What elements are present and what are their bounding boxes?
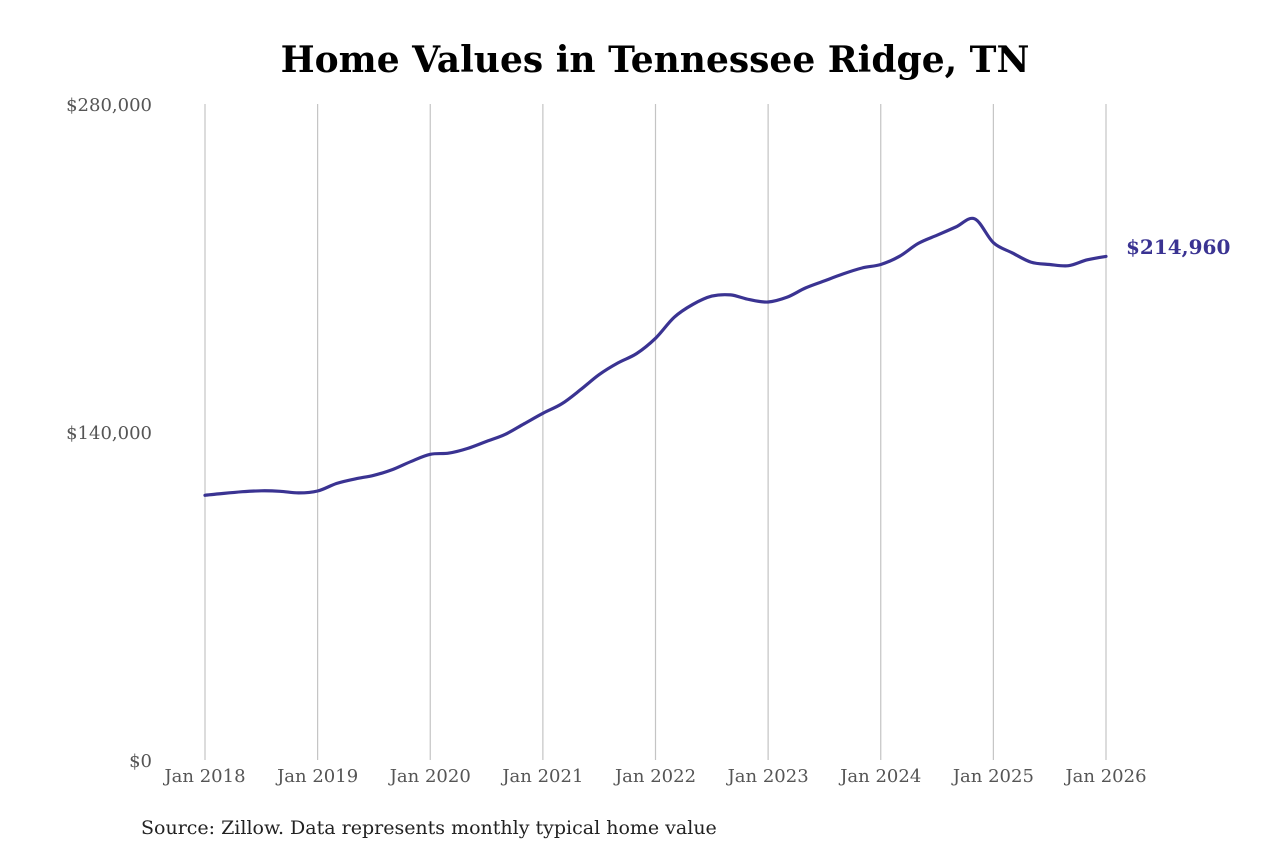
gridlines (204, 104, 1107, 760)
x-tick-label: Jan 2022 (613, 766, 696, 787)
x-tick-label: Jan 2024 (838, 766, 921, 787)
source-note: Source: Zillow. Data represents monthly … (141, 817, 717, 839)
x-tick-label: Jan 2023 (726, 766, 809, 787)
x-tick-label: Jan 2019 (275, 766, 358, 787)
y-tick-label: $140,000 (66, 423, 152, 444)
y-tick-label: $280,000 (66, 95, 152, 116)
x-tick-label: Jan 2018 (162, 766, 245, 787)
x-tick-label: Jan 2021 (500, 766, 583, 787)
x-axis-ticks: Jan 2018 Jan 2019 Jan 2020 Jan 2021 Jan 2022… (162, 766, 1146, 787)
y-axis-ticks: $0 $140,000 $280,000 (66, 95, 152, 772)
x-tick-label: Jan 2020 (388, 766, 471, 787)
x-tick-label: Jan 2025 (951, 766, 1034, 787)
chart-title: Home Values in Tennessee Ridge, TN (281, 39, 1030, 81)
end-value-label: $214,960 (1126, 235, 1230, 259)
series-layer (203, 216, 1108, 497)
series-line (203, 216, 1108, 497)
y-tick-label: $0 (129, 751, 152, 772)
x-tick-label: Jan 2026 (1063, 766, 1146, 787)
